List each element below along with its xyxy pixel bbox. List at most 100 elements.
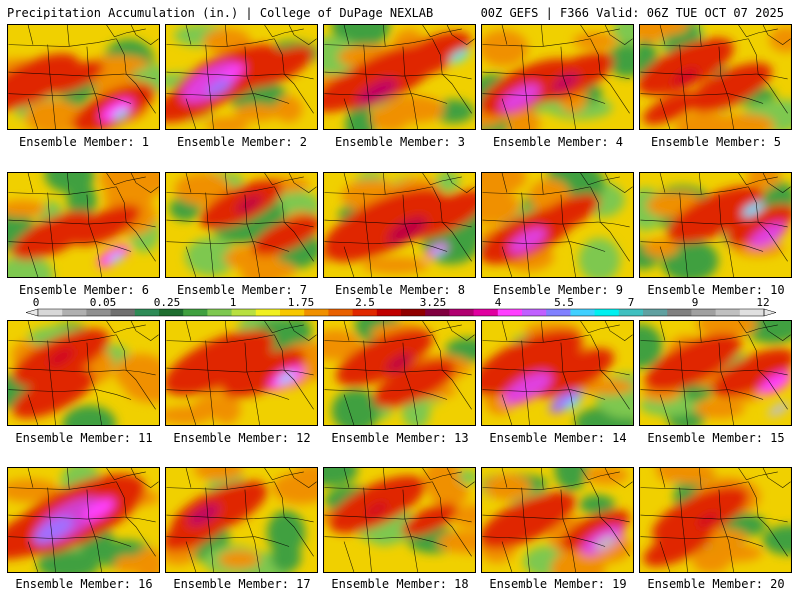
colorbar-segment <box>425 309 450 316</box>
ensemble-panel <box>481 467 634 573</box>
ensemble-panel <box>323 320 476 426</box>
colorbar-segment <box>183 309 208 316</box>
colorbar-segment <box>570 309 596 316</box>
colorbar-tick-label: 12 <box>756 296 770 309</box>
precip-map <box>640 321 791 425</box>
ensemble-member-label: Ensemble Member: 8 <box>334 283 466 297</box>
precip-map <box>324 468 475 572</box>
colorbar-segment <box>207 309 233 316</box>
colorbar-segment <box>328 309 354 316</box>
ensemble-panel <box>7 467 160 573</box>
ensemble-panel <box>7 24 160 130</box>
colorbar-tick-label: 2.5 <box>355 296 375 309</box>
ensemble-panel <box>7 172 160 278</box>
colorbar-segment <box>352 309 378 316</box>
colorbar-segment <box>62 309 87 316</box>
colorbar-arrow-left <box>25 308 39 317</box>
precip-map <box>166 468 317 572</box>
precip-map <box>8 321 159 425</box>
precip-map <box>8 25 159 129</box>
precip-map <box>482 321 633 425</box>
ensemble-panel <box>639 172 792 278</box>
precip-map <box>640 25 791 129</box>
colorbar-segment <box>715 309 741 316</box>
ensemble-member-label: Ensemble Member: 19 <box>489 577 627 591</box>
map-title: Precipitation Accumulation (in.) | Colle… <box>7 6 434 20</box>
colorbar-segment <box>618 309 644 316</box>
colorbar-segment <box>522 309 547 316</box>
ensemble-panel <box>639 320 792 426</box>
ensemble-member-label: Ensemble Member: 6 <box>18 283 150 297</box>
colorbar-segment <box>473 309 499 316</box>
ensemble-panel <box>165 467 318 573</box>
colorbar-tick-label: 1.75 <box>287 296 315 309</box>
ensemble-member-label: Ensemble Member: 10 <box>647 283 785 297</box>
precip-map <box>166 173 317 277</box>
colorbar-segment <box>255 309 281 316</box>
colorbar-tick-label: 5.5 <box>554 296 574 309</box>
precip-map <box>8 173 159 277</box>
ensemble-panel <box>165 320 318 426</box>
colorbar-segment <box>643 309 668 316</box>
colorbar-tick-label: 0 <box>32 296 40 309</box>
ensemble-panel <box>165 24 318 130</box>
precip-map <box>166 321 317 425</box>
ensemble-member-label: Ensemble Member: 4 <box>492 135 624 149</box>
colorbar-outline <box>37 308 765 317</box>
colorbar-tick-label: 7 <box>627 296 635 309</box>
colorbar-segment <box>667 309 692 316</box>
ensemble-member-label: Ensemble Member: 2 <box>176 135 308 149</box>
colorbar-tick-label: 3.25 <box>419 296 447 309</box>
precip-map <box>482 25 633 129</box>
colorbar-segment <box>38 309 63 316</box>
ensemble-member-label: Ensemble Member: 18 <box>331 577 469 591</box>
colorbar-tick-label: 9 <box>691 296 699 309</box>
precip-map <box>640 468 791 572</box>
ensemble-panel <box>323 24 476 130</box>
colorbar-segment <box>497 309 523 316</box>
precip-map <box>482 468 633 572</box>
ensemble-panel <box>7 320 160 426</box>
colorbar-arrow-right <box>763 308 777 317</box>
ensemble-member-label: Ensemble Member: 13 <box>331 431 469 445</box>
precip-map <box>482 173 633 277</box>
ensemble-panel <box>481 24 634 130</box>
ensemble-panel <box>165 172 318 278</box>
colorbar-segment <box>546 309 571 316</box>
precip-map <box>324 321 475 425</box>
ensemble-member-label: Ensemble Member: 5 <box>650 135 782 149</box>
colorbar-segment <box>231 309 257 316</box>
ensemble-panel <box>481 320 634 426</box>
colorbar-segment <box>594 309 620 316</box>
ensemble-member-label: Ensemble Member: 11 <box>15 431 153 445</box>
precip-colorbar <box>25 308 777 317</box>
valid-time: 00Z GEFS | F366 Valid: 06Z TUE OCT 07 20… <box>480 6 784 20</box>
ensemble-panel <box>323 172 476 278</box>
colorbar-segment <box>280 309 305 316</box>
precip-map <box>8 468 159 572</box>
colorbar-segment <box>304 309 329 316</box>
ensemble-member-label: Ensemble Member: 14 <box>489 431 627 445</box>
ensemble-member-label: Ensemble Member: 20 <box>647 577 785 591</box>
precip-map <box>640 173 791 277</box>
colorbar-segment <box>159 309 184 316</box>
colorbar-tick-label: 0.05 <box>89 296 117 309</box>
colorbar-tick-label: 4 <box>494 296 502 309</box>
colorbar-segment <box>739 309 765 316</box>
precip-map <box>324 25 475 129</box>
ensemble-member-label: Ensemble Member: 12 <box>173 431 311 445</box>
precip-map <box>166 25 317 129</box>
colorbar-tick-label: 0.25 <box>153 296 181 309</box>
ensemble-panel <box>639 467 792 573</box>
colorbar-segment <box>110 309 136 316</box>
ensemble-member-label: Ensemble Member: 15 <box>647 431 785 445</box>
ensemble-member-label: Ensemble Member: 9 <box>492 283 624 297</box>
precip-map <box>324 173 475 277</box>
colorbar-segment <box>449 309 475 316</box>
ensemble-panel <box>481 172 634 278</box>
ensemble-member-label: Ensemble Member: 7 <box>176 283 308 297</box>
colorbar-segment <box>376 309 402 316</box>
colorbar-segment <box>86 309 112 316</box>
colorbar-segment <box>691 309 717 316</box>
colorbar-segment <box>401 309 426 316</box>
